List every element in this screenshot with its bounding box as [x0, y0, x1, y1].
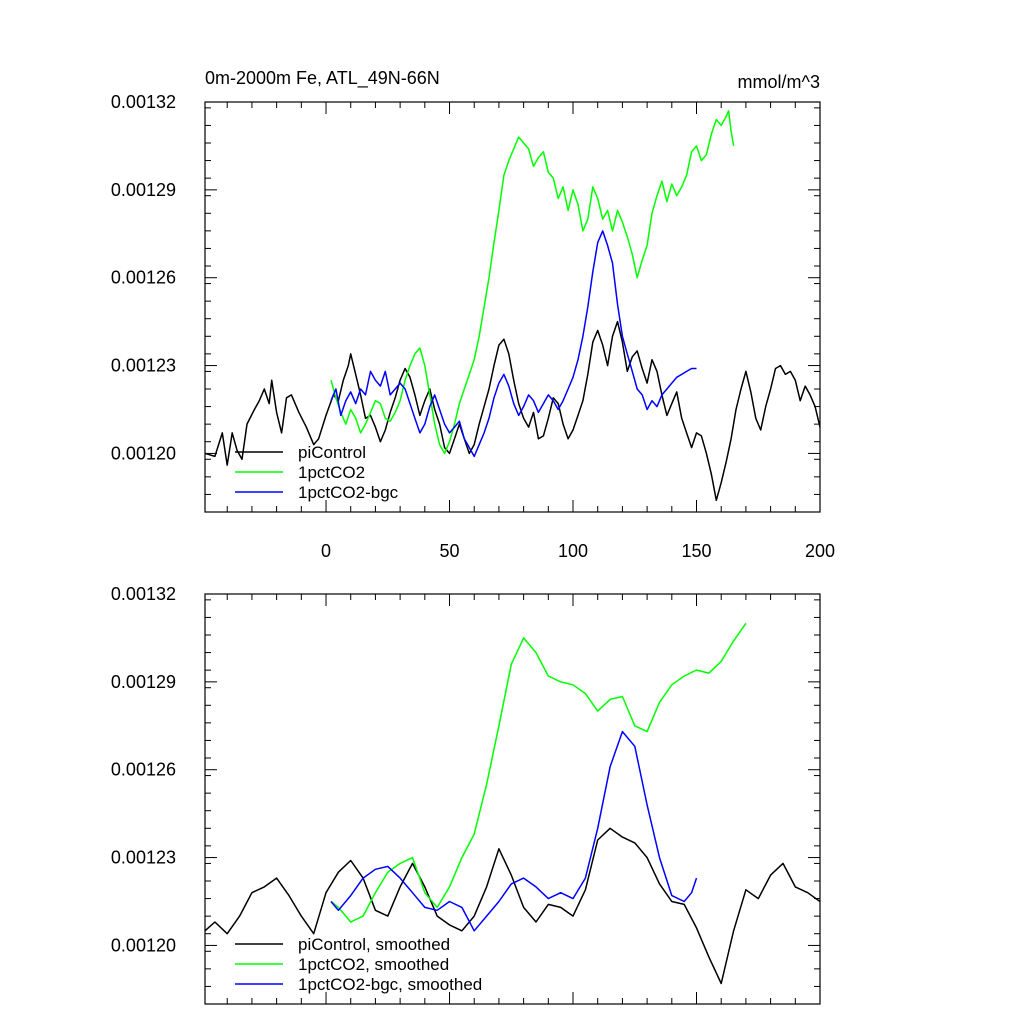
y-tick-label: 0.00132	[111, 92, 176, 112]
chart-title: 0m-2000m Fe, ATL_49N-66N	[205, 68, 440, 89]
x-tick-label: 0	[321, 541, 331, 561]
y-tick-label: 0.00123	[111, 356, 176, 376]
legend-label: 1pctCO2	[298, 463, 365, 482]
y-tick-label: 0.00126	[111, 268, 176, 288]
series-group	[205, 622, 820, 985]
x-tick-label: 200	[805, 541, 835, 561]
series-line-1pctco2-bgc	[330, 230, 697, 458]
bottom-chart-panel: 0.00120 0.00123 0.00126 0.00129 0.00132 piCon…	[111, 584, 821, 1005]
y-tick-label: 0.00126	[111, 760, 176, 780]
y-tick-label: 0.00129	[111, 672, 176, 692]
x-tick-label: 100	[558, 541, 588, 561]
legend-label: 1pctCO2-bgc, smoothed	[298, 975, 482, 994]
series-line-1pctco2-bgc-smoothed	[330, 730, 698, 932]
series-line-1pctco2-smoothed	[330, 622, 747, 923]
plot-frame	[204, 101, 821, 513]
legend-label: piControl, smoothed	[298, 935, 450, 954]
plot-frame	[204, 593, 821, 1005]
y-tick-label: 0.00120	[111, 443, 176, 463]
legend-label: piControl	[298, 443, 366, 462]
y-tick-label: 0.00120	[111, 935, 176, 955]
top-chart-panel: 0.00120 0.00123 0.00126 0.00129 0.00132 0 50 10…	[111, 68, 835, 561]
legend-label: 1pctCO2, smoothed	[298, 955, 449, 974]
y-tick-label: 0.00132	[111, 584, 176, 604]
x-tick-label: 150	[681, 541, 711, 561]
series-group	[205, 110, 820, 502]
y-tick-label: 0.00123	[111, 848, 176, 868]
x-tick-label: 50	[440, 541, 460, 561]
chart-units: mmol/m^3	[738, 72, 820, 92]
series-line-picontrol-smoothed	[205, 827, 820, 985]
series-line-1pctco2	[330, 110, 735, 455]
legend-label: 1pctCO2-bgc	[298, 483, 399, 502]
y-tick-label: 0.00129	[111, 180, 176, 200]
